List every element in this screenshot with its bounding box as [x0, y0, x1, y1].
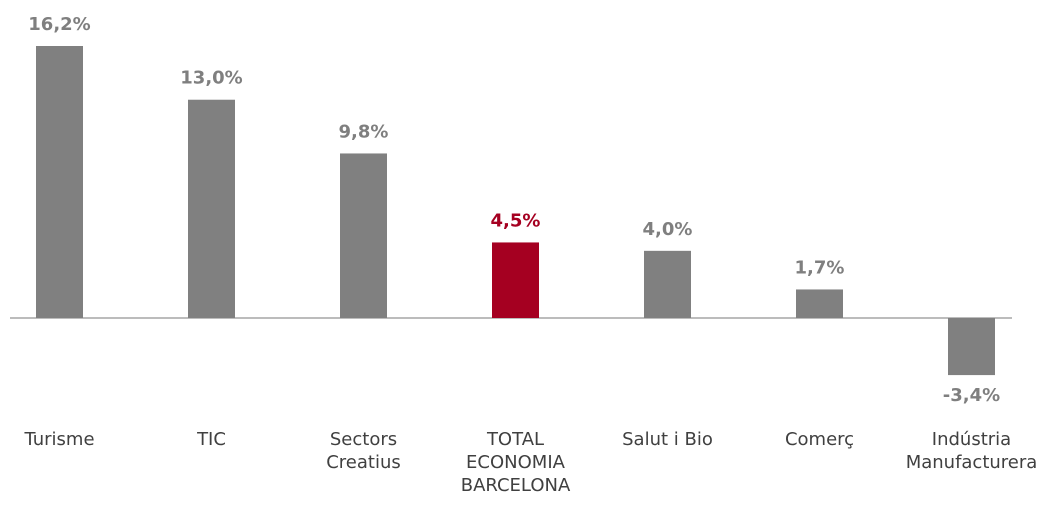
bar — [948, 318, 995, 376]
bar — [796, 289, 843, 318]
value-label: 1,7% — [795, 257, 845, 278]
value-label: 9,8% — [339, 121, 389, 142]
category-label: TOTAL ECONOMIA BARCELONA — [460, 429, 571, 496]
bar — [188, 99, 235, 318]
category-label: Turisme — [24, 429, 95, 450]
bar — [644, 250, 691, 318]
value-label: 13,0% — [180, 68, 242, 89]
category-label: TIC — [197, 429, 226, 450]
bar — [340, 153, 387, 318]
value-label: 4,0% — [643, 219, 693, 240]
category-label: Indústria Manufacturera — [905, 429, 1038, 473]
category-label: Sectors Creatius — [326, 429, 401, 473]
value-label: 4,5% — [491, 210, 541, 231]
value-label: 16,2% — [28, 14, 90, 35]
bar — [36, 46, 83, 318]
category-label: Comerç — [784, 429, 855, 450]
bar — [492, 242, 539, 318]
category-label: Salut i Bio — [622, 429, 713, 450]
value-label: -3,4% — [943, 385, 1000, 406]
